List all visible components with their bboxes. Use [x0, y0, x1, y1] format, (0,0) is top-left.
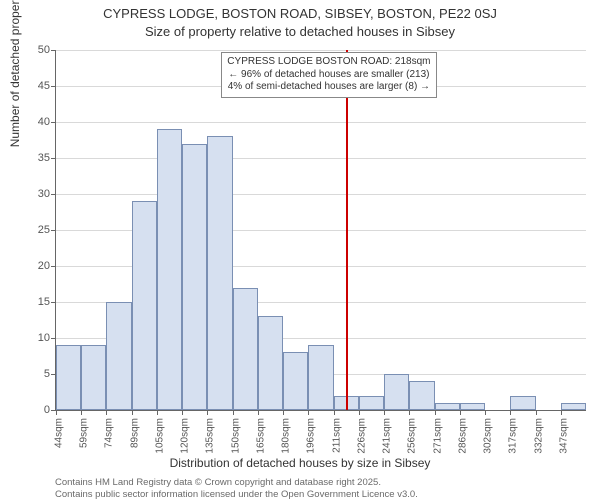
footer-line-2: Contains public sector information licen… — [55, 489, 418, 500]
x-tick-mark — [334, 410, 335, 415]
x-tick-label: 89sqm — [129, 418, 140, 448]
histogram-bar — [510, 396, 535, 410]
y-tick-label: 30 — [20, 188, 50, 200]
y-tick-mark — [51, 158, 56, 159]
x-tick-label: 120sqm — [180, 418, 191, 454]
x-tick-mark — [561, 410, 562, 415]
x-tick-label: 105sqm — [154, 418, 165, 454]
y-tick-mark — [51, 338, 56, 339]
x-tick-mark — [283, 410, 284, 415]
histogram-bar — [460, 403, 485, 410]
y-tick-label: 40 — [20, 116, 50, 128]
x-tick-mark — [56, 410, 57, 415]
x-tick-mark — [157, 410, 158, 415]
x-tick-mark — [359, 410, 360, 415]
y-tick-label: 35 — [20, 152, 50, 164]
histogram-bar — [182, 144, 207, 410]
y-tick-label: 45 — [20, 80, 50, 92]
y-tick-mark — [51, 194, 56, 195]
histogram-bar — [308, 345, 333, 410]
x-tick-mark — [409, 410, 410, 415]
chart-container: CYPRESS LODGE, BOSTON ROAD, SIBSEY, BOST… — [0, 0, 600, 500]
x-tick-label: 44sqm — [54, 418, 65, 448]
histogram-bar — [435, 403, 460, 410]
footer-line-1: Contains HM Land Registry data © Crown c… — [55, 477, 381, 488]
x-tick-label: 74sqm — [104, 418, 115, 448]
y-tick-mark — [51, 266, 56, 267]
histogram-bar — [207, 136, 232, 410]
x-tick-mark — [207, 410, 208, 415]
x-tick-label: 196sqm — [306, 418, 317, 454]
chart-title-sub: Size of property relative to detached ho… — [0, 24, 600, 39]
histogram-bar — [283, 352, 308, 410]
marker-line — [346, 50, 348, 410]
x-tick-label: 317sqm — [508, 418, 519, 454]
x-tick-label: 59sqm — [79, 418, 90, 448]
x-tick-mark — [384, 410, 385, 415]
y-tick-label: 20 — [20, 260, 50, 272]
marker-annotation: CYPRESS LODGE BOSTON ROAD: 218sqm← 96% o… — [221, 52, 436, 98]
histogram-bar — [81, 345, 106, 410]
histogram-bar — [258, 316, 283, 410]
chart-title-main: CYPRESS LODGE, BOSTON ROAD, SIBSEY, BOST… — [0, 6, 600, 21]
histogram-bar — [106, 302, 131, 410]
x-axis-label: Distribution of detached houses by size … — [0, 456, 600, 470]
x-tick-label: 347sqm — [558, 418, 569, 454]
x-tick-mark — [308, 410, 309, 415]
x-tick-mark — [485, 410, 486, 415]
x-tick-mark — [132, 410, 133, 415]
y-tick-mark — [51, 50, 56, 51]
y-tick-label: 25 — [20, 224, 50, 236]
marker-annotation-line: 4% of semi-detached houses are larger (8… — [227, 81, 430, 94]
x-tick-label: 286sqm — [457, 418, 468, 454]
y-tick-label: 15 — [20, 296, 50, 308]
x-tick-label: 302sqm — [483, 418, 494, 454]
histogram-bar — [157, 129, 182, 410]
histogram-bar — [359, 396, 384, 410]
x-tick-label: 165sqm — [255, 418, 266, 454]
y-tick-label: 50 — [20, 44, 50, 56]
x-tick-label: 241sqm — [382, 418, 393, 454]
grid-line — [56, 194, 586, 195]
y-tick-mark — [51, 86, 56, 87]
histogram-bar — [56, 345, 81, 410]
histogram-bar — [132, 201, 157, 410]
x-tick-mark — [182, 410, 183, 415]
x-tick-mark — [233, 410, 234, 415]
x-tick-mark — [258, 410, 259, 415]
x-tick-label: 256sqm — [407, 418, 418, 454]
x-tick-label: 180sqm — [281, 418, 292, 454]
x-tick-label: 135sqm — [205, 418, 216, 454]
x-tick-mark — [510, 410, 511, 415]
grid-line — [56, 122, 586, 123]
marker-annotation-line: ← 96% of detached houses are smaller (21… — [227, 69, 430, 82]
y-tick-mark — [51, 122, 56, 123]
marker-annotation-line: CYPRESS LODGE BOSTON ROAD: 218sqm — [227, 56, 430, 69]
grid-line — [56, 158, 586, 159]
y-tick-label: 5 — [20, 368, 50, 380]
histogram-bar — [384, 374, 409, 410]
y-tick-mark — [51, 302, 56, 303]
y-tick-label: 10 — [20, 332, 50, 344]
y-tick-label: 0 — [20, 404, 50, 416]
x-tick-mark — [435, 410, 436, 415]
x-tick-label: 150sqm — [230, 418, 241, 454]
x-tick-label: 226sqm — [356, 418, 367, 454]
plot-area: CYPRESS LODGE BOSTON ROAD: 218sqm← 96% o… — [55, 50, 586, 411]
grid-line — [56, 50, 586, 51]
y-tick-mark — [51, 230, 56, 231]
x-tick-label: 332sqm — [533, 418, 544, 454]
histogram-bar — [233, 288, 258, 410]
x-tick-mark — [81, 410, 82, 415]
x-tick-mark — [536, 410, 537, 415]
histogram-bar — [409, 381, 434, 410]
x-tick-mark — [106, 410, 107, 415]
x-tick-mark — [460, 410, 461, 415]
histogram-bar — [561, 403, 586, 410]
x-tick-label: 271sqm — [432, 418, 443, 454]
x-tick-label: 211sqm — [331, 418, 342, 453]
